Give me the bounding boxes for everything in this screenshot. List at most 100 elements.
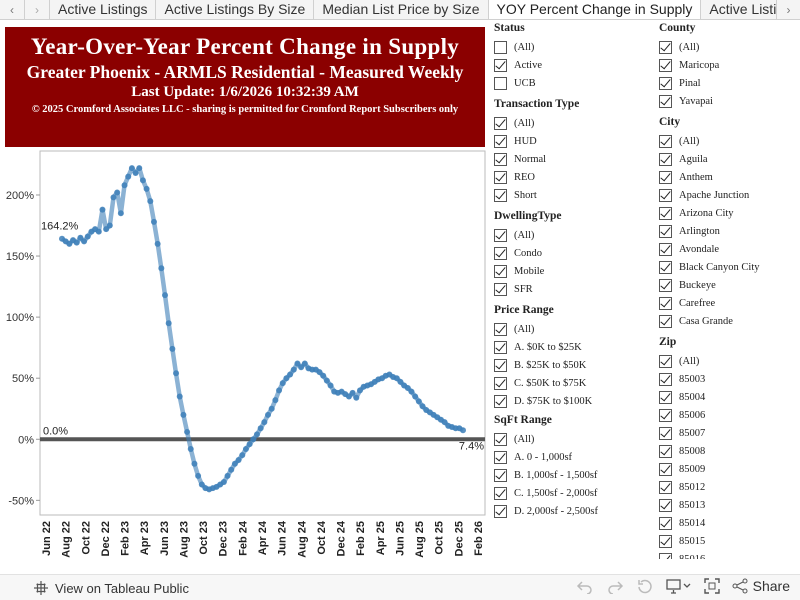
data-point[interactable] [224, 472, 231, 479]
data-point[interactable] [323, 377, 330, 384]
tab-yoy-percent-change-in-supply[interactable]: YOY Percent Change in Supply [488, 0, 702, 19]
filter-option[interactable]: 85014 [659, 514, 800, 532]
data-point[interactable] [154, 240, 161, 247]
data-point[interactable] [242, 446, 249, 453]
checkbox[interactable] [659, 260, 672, 274]
filter-option[interactable]: C. 1,500sf - 2,000sf [494, 484, 644, 502]
checkbox[interactable] [494, 450, 507, 464]
tab-active-listings[interactable]: Active Listings [50, 0, 157, 19]
filter-list[interactable]: (All) Active UCB [494, 38, 644, 92]
checkbox[interactable] [494, 486, 507, 500]
data-point[interactable] [250, 436, 257, 443]
filter-option[interactable]: (All) [494, 320, 644, 338]
data-point[interactable] [393, 375, 400, 382]
chart-area[interactable]: -50% 0% 50% 100% 150% 200% Jun 22 Aug 22 Oct 22… [0, 150, 490, 570]
filter-option[interactable]: Yavapai [659, 92, 800, 110]
data-point[interactable] [187, 446, 194, 453]
undo-button[interactable] [576, 578, 594, 594]
checkbox[interactable] [494, 340, 507, 354]
filter-option[interactable]: 85015 [659, 532, 800, 550]
checkbox[interactable] [494, 264, 507, 278]
filter-option[interactable]: Normal [494, 150, 644, 168]
filter-list[interactable]: (All) Maricopa Pinal Yavapai [659, 38, 800, 110]
checkbox[interactable] [659, 462, 672, 476]
filter-option[interactable]: Arizona City [659, 204, 800, 222]
data-point[interactable] [73, 239, 80, 246]
data-point[interactable] [397, 378, 404, 385]
data-point[interactable] [460, 427, 466, 434]
filter-list[interactable]: (All) Aguila Anthem Apache Junction Arizona … [659, 132, 800, 330]
tab-scroll-right-button-left[interactable]: › [25, 0, 50, 20]
checkbox[interactable] [659, 354, 672, 368]
filter-option[interactable]: A. 0 - 1,000sf [494, 448, 644, 466]
checkbox[interactable] [494, 188, 507, 202]
checkbox[interactable] [659, 296, 672, 310]
data-point[interactable] [441, 419, 448, 426]
data-point[interactable] [228, 466, 235, 473]
data-point[interactable] [265, 411, 272, 418]
filter-option[interactable]: UCB [494, 74, 644, 92]
checkbox[interactable] [659, 516, 672, 530]
checkbox[interactable] [494, 76, 507, 90]
filter-option[interactable]: REO [494, 168, 644, 186]
data-point[interactable] [121, 182, 128, 189]
data-point[interactable] [345, 393, 352, 400]
data-point[interactable] [235, 457, 242, 464]
checkbox[interactable] [659, 76, 672, 90]
filter-option[interactable]: (All) [494, 226, 644, 244]
data-point[interactable] [147, 198, 154, 205]
filter-option[interactable]: HUD [494, 132, 644, 150]
data-point[interactable] [176, 393, 183, 400]
data-point[interactable] [184, 428, 191, 435]
checkbox[interactable] [659, 444, 672, 458]
filter-option[interactable]: Short [494, 186, 644, 204]
filter-option[interactable]: Apache Junction [659, 186, 800, 204]
checkbox[interactable] [494, 376, 507, 390]
data-point[interactable] [246, 441, 253, 448]
filter-option[interactable]: Black Canyon City [659, 258, 800, 276]
tab-active-listings-2[interactable]: Active Listings [701, 0, 776, 19]
filter-option[interactable]: Active [494, 56, 644, 74]
filter-option[interactable]: Carefree [659, 294, 800, 312]
checkbox[interactable] [494, 152, 507, 166]
data-point[interactable] [268, 405, 275, 412]
filter-option[interactable]: 85012 [659, 478, 800, 496]
filter-list[interactable]: (All) A. $0K to $25K B. $25K to $50K C. $50… [494, 320, 644, 408]
data-point[interactable] [349, 389, 356, 396]
filter-list[interactable]: (All) Condo Mobile SFR [494, 226, 644, 298]
filter-option[interactable]: (All) [659, 132, 800, 150]
checkbox[interactable] [659, 480, 672, 494]
checkbox[interactable] [659, 408, 672, 422]
filter-option[interactable]: 85003 [659, 370, 800, 388]
data-point[interactable] [412, 393, 419, 400]
data-point[interactable] [136, 165, 143, 172]
data-point[interactable] [162, 292, 169, 299]
data-point[interactable] [103, 226, 110, 233]
filter-option[interactable]: (All) [494, 114, 644, 132]
data-point[interactable] [110, 194, 117, 201]
filter-option[interactable]: A. $0K to $25K [494, 338, 644, 356]
filter-option[interactable]: (All) [659, 38, 800, 56]
data-point[interactable] [261, 419, 268, 426]
checkbox[interactable] [659, 58, 672, 72]
checkbox[interactable] [494, 504, 507, 518]
checkbox[interactable] [494, 58, 507, 72]
data-point[interactable] [253, 431, 260, 438]
checkbox[interactable] [494, 246, 507, 260]
checkbox[interactable] [659, 552, 672, 559]
filter-option[interactable]: 85016 [659, 550, 800, 559]
data-point[interactable] [279, 380, 286, 387]
filter-option[interactable]: (All) [494, 38, 644, 56]
checkbox[interactable] [494, 228, 507, 242]
yoy-supply-chart[interactable]: -50% 0% 50% 100% 150% 200% Jun 22 Aug 22 Oct 22… [0, 150, 490, 570]
data-point[interactable] [290, 366, 297, 373]
checkbox[interactable] [659, 224, 672, 238]
checkbox[interactable] [659, 534, 672, 548]
filter-option[interactable]: Aguila [659, 150, 800, 168]
data-point[interactable] [415, 398, 422, 405]
data-point[interactable] [287, 371, 294, 378]
data-point[interactable] [408, 388, 415, 395]
checkbox[interactable] [659, 242, 672, 256]
filter-option[interactable]: 85006 [659, 406, 800, 424]
filter-option[interactable]: Avondale [659, 240, 800, 258]
